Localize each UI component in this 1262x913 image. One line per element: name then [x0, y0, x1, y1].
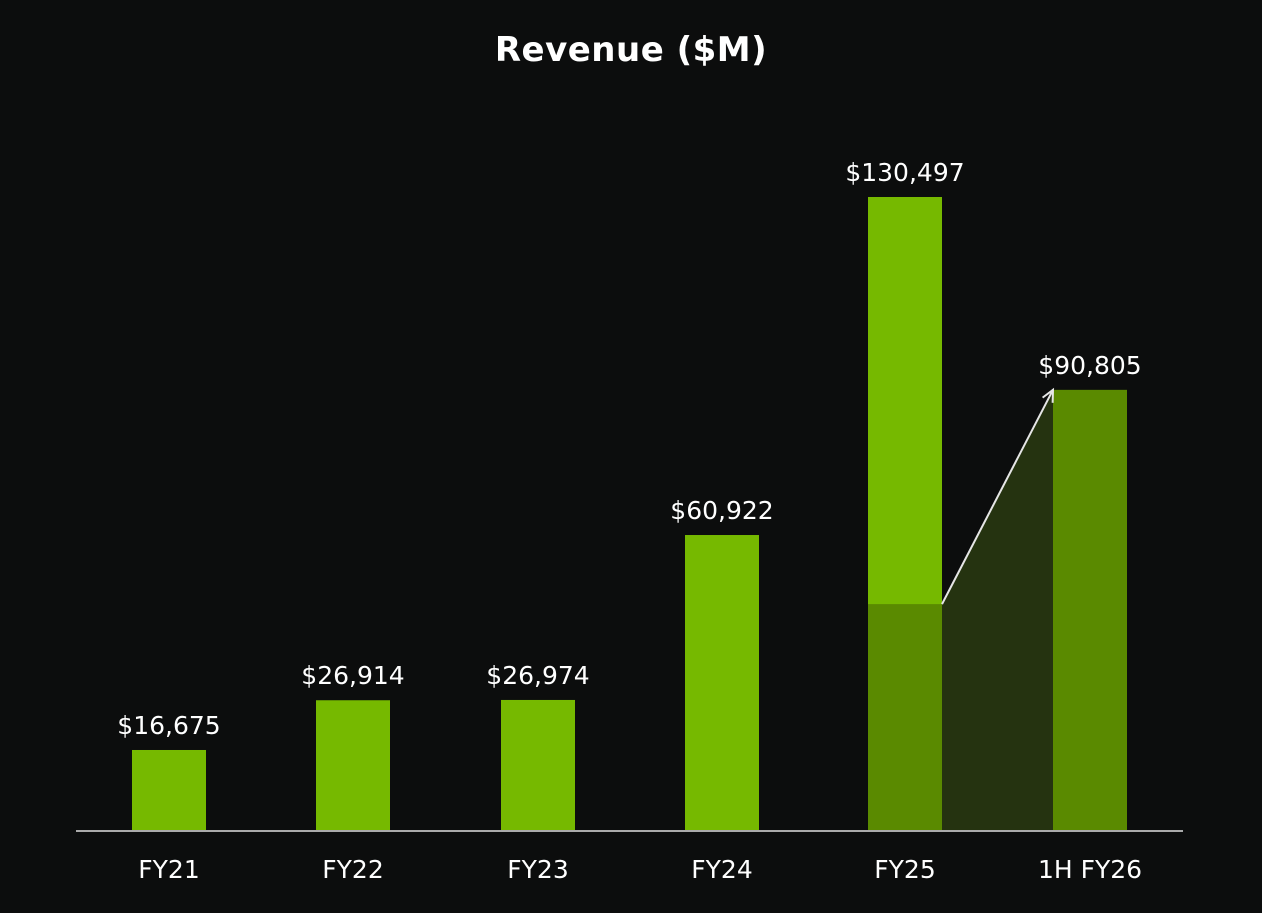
value-label: $130,497 — [845, 158, 964, 187]
value-label: $60,922 — [670, 496, 773, 525]
arrow-layer — [941, 387, 1055, 605]
value-label: $26,914 — [301, 661, 404, 690]
category-label: FY21 — [138, 855, 199, 884]
category-label: FY22 — [322, 855, 383, 884]
bar-fy23 — [501, 699, 575, 831]
bar-1h-fy26 — [1053, 389, 1127, 831]
value-label: $26,974 — [486, 661, 589, 690]
category-label: 1H FY26 — [1038, 855, 1142, 884]
chart-title: Revenue ($M) — [494, 30, 768, 70]
growth-arrow-line — [941, 389, 1054, 605]
value-label: $90,805 — [1038, 351, 1141, 380]
labels-layer: $16,675 FY21 $26,914 FY22 $26,974 FY23 $60,922… — [117, 158, 1142, 884]
category-label: FY25 — [874, 855, 935, 884]
bar-fy21 — [132, 749, 206, 831]
bar-fy22 — [316, 700, 390, 831]
growth-arrow-head — [1041, 387, 1055, 403]
bar-fy25-first-half-segment — [868, 604, 942, 831]
bars-layer — [132, 197, 1127, 831]
value-label: $16,675 — [117, 711, 220, 740]
connector-layer — [942, 389, 1053, 831]
bar-fy24 — [685, 535, 759, 831]
category-label: FY24 — [691, 855, 752, 884]
growth-connector-area — [942, 389, 1053, 831]
category-label: FY23 — [507, 855, 568, 884]
